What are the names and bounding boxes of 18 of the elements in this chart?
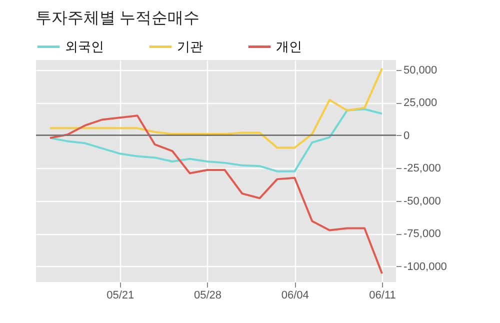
y-tick-label: -25,000 [404,162,441,175]
line-series [48,68,384,149]
y-tick-label: 25,000 [404,97,438,110]
legend-label: 기관 [177,38,203,54]
x-tick-label: 06/11 [369,290,396,302]
y-tick-label: -100,000 [404,260,447,273]
x-tick-label: 05/21 [106,290,134,302]
legend-label: 개인 [276,38,302,54]
y-tick-label: 50,000 [404,64,438,76]
y-tick-label: -50,000 [404,195,441,208]
y-tick-label: -75,000 [404,228,441,240]
line-series [48,114,384,274]
x-tick-label: 06/04 [281,290,309,302]
chart-title: 투자주체별 누적순매수 [35,10,200,27]
legend-label: 외국인 [65,38,104,54]
x-tick-label: 05/28 [194,290,222,302]
line-series [48,108,384,172]
y-tick-label: 0 [404,130,410,142]
